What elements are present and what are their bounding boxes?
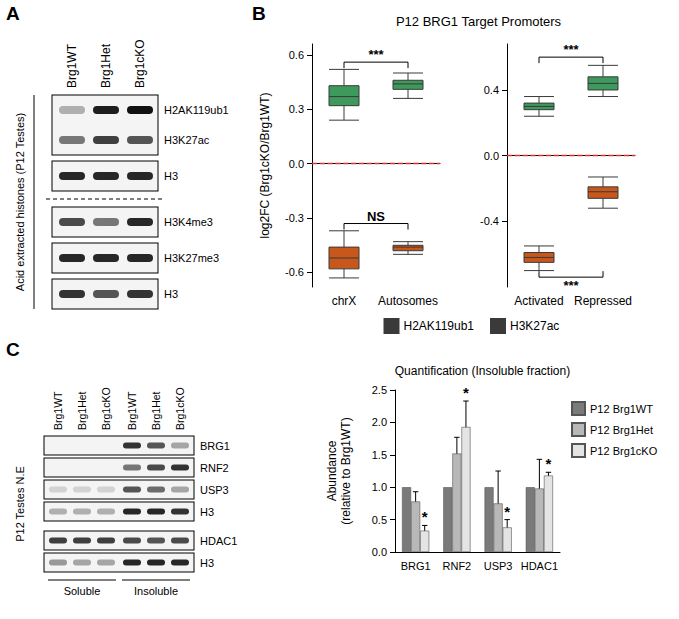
svg-text:P12 Testes N.E: P12 Testes N.E [14, 466, 26, 542]
svg-text:Brg1cKO: Brg1cKO [100, 387, 112, 430]
svg-text:log2FC (Brg1cKO/Brg1WT): log2FC (Brg1cKO/Brg1WT) [258, 92, 272, 238]
svg-text:chrX: chrX [332, 294, 357, 308]
svg-text:BRG1: BRG1 [200, 440, 230, 452]
svg-text:(relative to Brg1WT): (relative to Brg1WT) [339, 417, 353, 524]
svg-text:2.0: 2.0 [372, 416, 387, 428]
svg-text:***: *** [563, 42, 579, 57]
svg-text:0.3: 0.3 [289, 103, 304, 115]
svg-text:0.5: 0.5 [372, 514, 387, 526]
svg-text:0.6: 0.6 [289, 49, 304, 61]
svg-text:-0.3: -0.3 [285, 212, 304, 224]
svg-text:-0.4: -0.4 [480, 215, 499, 227]
svg-text:C: C [6, 339, 20, 360]
svg-text:RNF2: RNF2 [443, 560, 472, 572]
svg-text:2.5: 2.5 [372, 384, 387, 396]
svg-text:Quantification (Insoluble frac: Quantification (Insoluble fraction) [395, 364, 570, 378]
svg-text:Insoluble: Insoluble [134, 585, 178, 597]
svg-text:Soluble: Soluble [64, 585, 101, 597]
svg-text:***: *** [563, 278, 579, 293]
svg-text:P12 BRG1 Target Promoters: P12 BRG1 Target Promoters [396, 14, 562, 29]
svg-text:H3K27me3: H3K27me3 [164, 252, 219, 264]
svg-text:H3: H3 [164, 288, 178, 300]
svg-text:NS: NS [367, 209, 385, 224]
svg-text:0.0: 0.0 [484, 150, 499, 162]
svg-text:BRG1: BRG1 [401, 560, 431, 572]
svg-text:Brg1WT: Brg1WT [126, 391, 138, 430]
svg-text:USP3: USP3 [484, 560, 513, 572]
svg-text:H3K27ac: H3K27ac [510, 319, 559, 333]
svg-text:Brg1Het: Brg1Het [99, 43, 113, 88]
svg-text:Abundance: Abundance [325, 440, 339, 501]
svg-text:H2AK119ub1: H2AK119ub1 [164, 104, 229, 116]
svg-text:1.0: 1.0 [372, 481, 387, 493]
svg-text:HDAC1: HDAC1 [200, 535, 237, 547]
svg-text:H3K27ac: H3K27ac [164, 134, 210, 146]
svg-text:HDAC1: HDAC1 [521, 560, 558, 572]
svg-text:Brg1WT: Brg1WT [52, 391, 64, 430]
svg-text:*: * [463, 384, 469, 401]
svg-text:H3: H3 [200, 557, 214, 569]
svg-text:0.0: 0.0 [289, 158, 304, 170]
svg-text:Acid extracted histones (P12 T: Acid extracted histones (P12 Testes) [14, 113, 26, 291]
svg-text:B: B [252, 3, 266, 24]
svg-text:*: * [546, 455, 552, 472]
svg-text:0.0: 0.0 [372, 546, 387, 558]
svg-text:Repressed: Repressed [574, 294, 632, 308]
svg-text:H2AK119ub1: H2AK119ub1 [404, 319, 475, 333]
svg-text:Activated: Activated [514, 294, 563, 308]
svg-text:A: A [6, 3, 20, 24]
svg-text:P12 Brg1Het: P12 Brg1Het [590, 424, 653, 436]
svg-text:Brg1cKO: Brg1cKO [133, 39, 147, 88]
svg-text:Brg1WT: Brg1WT [65, 43, 79, 88]
svg-text:Autosomes: Autosomes [378, 294, 438, 308]
svg-text:H3: H3 [164, 170, 178, 182]
svg-text:USP3: USP3 [200, 484, 229, 496]
svg-text:*: * [422, 508, 428, 525]
svg-text:***: *** [368, 47, 384, 62]
svg-text:*: * [504, 503, 510, 520]
svg-text:H3: H3 [200, 506, 214, 518]
svg-text:1.5: 1.5 [372, 449, 387, 461]
svg-text:P12 Brg1WT: P12 Brg1WT [590, 403, 653, 415]
svg-text:H3K4me3: H3K4me3 [164, 216, 213, 228]
svg-text:Brg1cKO: Brg1cKO [174, 387, 186, 430]
svg-text:-0.6: -0.6 [285, 266, 304, 278]
svg-text:P12 Brg1cKO: P12 Brg1cKO [590, 445, 658, 457]
svg-text:0.4: 0.4 [484, 84, 499, 96]
svg-text:Brg1Het: Brg1Het [150, 391, 162, 430]
svg-text:Brg1Het: Brg1Het [76, 391, 88, 430]
svg-text:RNF2: RNF2 [200, 462, 229, 474]
